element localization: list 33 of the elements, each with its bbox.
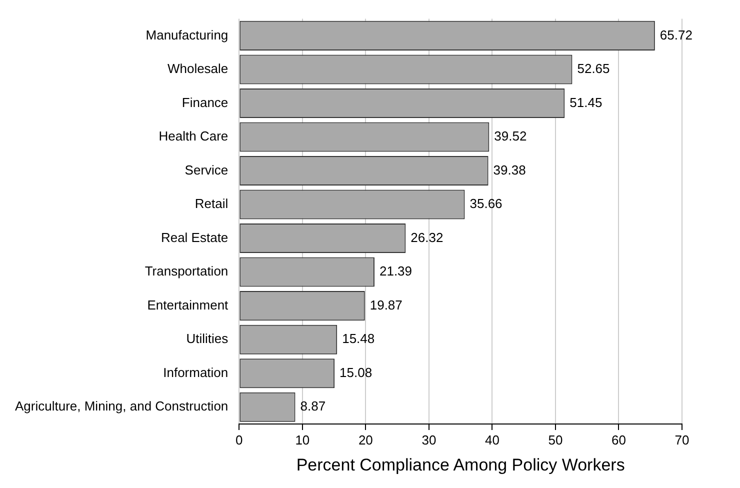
x-tick-label: 50 [548, 432, 563, 448]
y-tick-label: Manufacturing [146, 27, 228, 42]
data-label: 39.52 [494, 128, 527, 144]
y-tick-label: Information [163, 364, 228, 380]
x-tick-label: 70 [674, 432, 690, 448]
data-label: 51.45 [570, 94, 602, 110]
data-label: 8.87 [300, 398, 326, 414]
y-tick-label: Finance [182, 94, 228, 110]
y-tick-label: Wholesale [167, 61, 228, 76]
x-tick-label: 20 [358, 432, 373, 448]
x-tick-label: 10 [295, 432, 310, 448]
y-tick-label: Real Estate [160, 230, 228, 245]
data-label: 35.66 [470, 196, 502, 212]
data-label: 15.08 [340, 364, 372, 380]
data-label: 26.32 [410, 230, 444, 245]
x-axis-title: Percent Compliance Among Policy Workers [296, 455, 625, 474]
y-tick-label: Health Care [158, 128, 228, 144]
data-label: 21.39 [379, 264, 412, 279]
data-label: 52.65 [577, 61, 610, 76]
x-tick-label: 0 [236, 432, 243, 448]
y-tick-label: Transportation [144, 264, 228, 279]
y-tick-label: Retail [194, 196, 228, 212]
x-tick-label: 40 [484, 432, 500, 448]
data-label: 65.72 [660, 27, 692, 42]
data-label: 39.38 [493, 162, 526, 178]
data-label: 15.48 [342, 331, 375, 346]
y-tick-label: Agriculture, Mining, and Construction [14, 398, 228, 414]
data-label: 19.87 [370, 297, 402, 312]
x-tick-label: 60 [612, 432, 626, 448]
y-tick-label: Entertainment [147, 297, 229, 312]
y-tick-label: Service [184, 162, 228, 178]
y-tick-label: Utilities [186, 331, 229, 346]
x-tick-label: 30 [422, 432, 436, 448]
